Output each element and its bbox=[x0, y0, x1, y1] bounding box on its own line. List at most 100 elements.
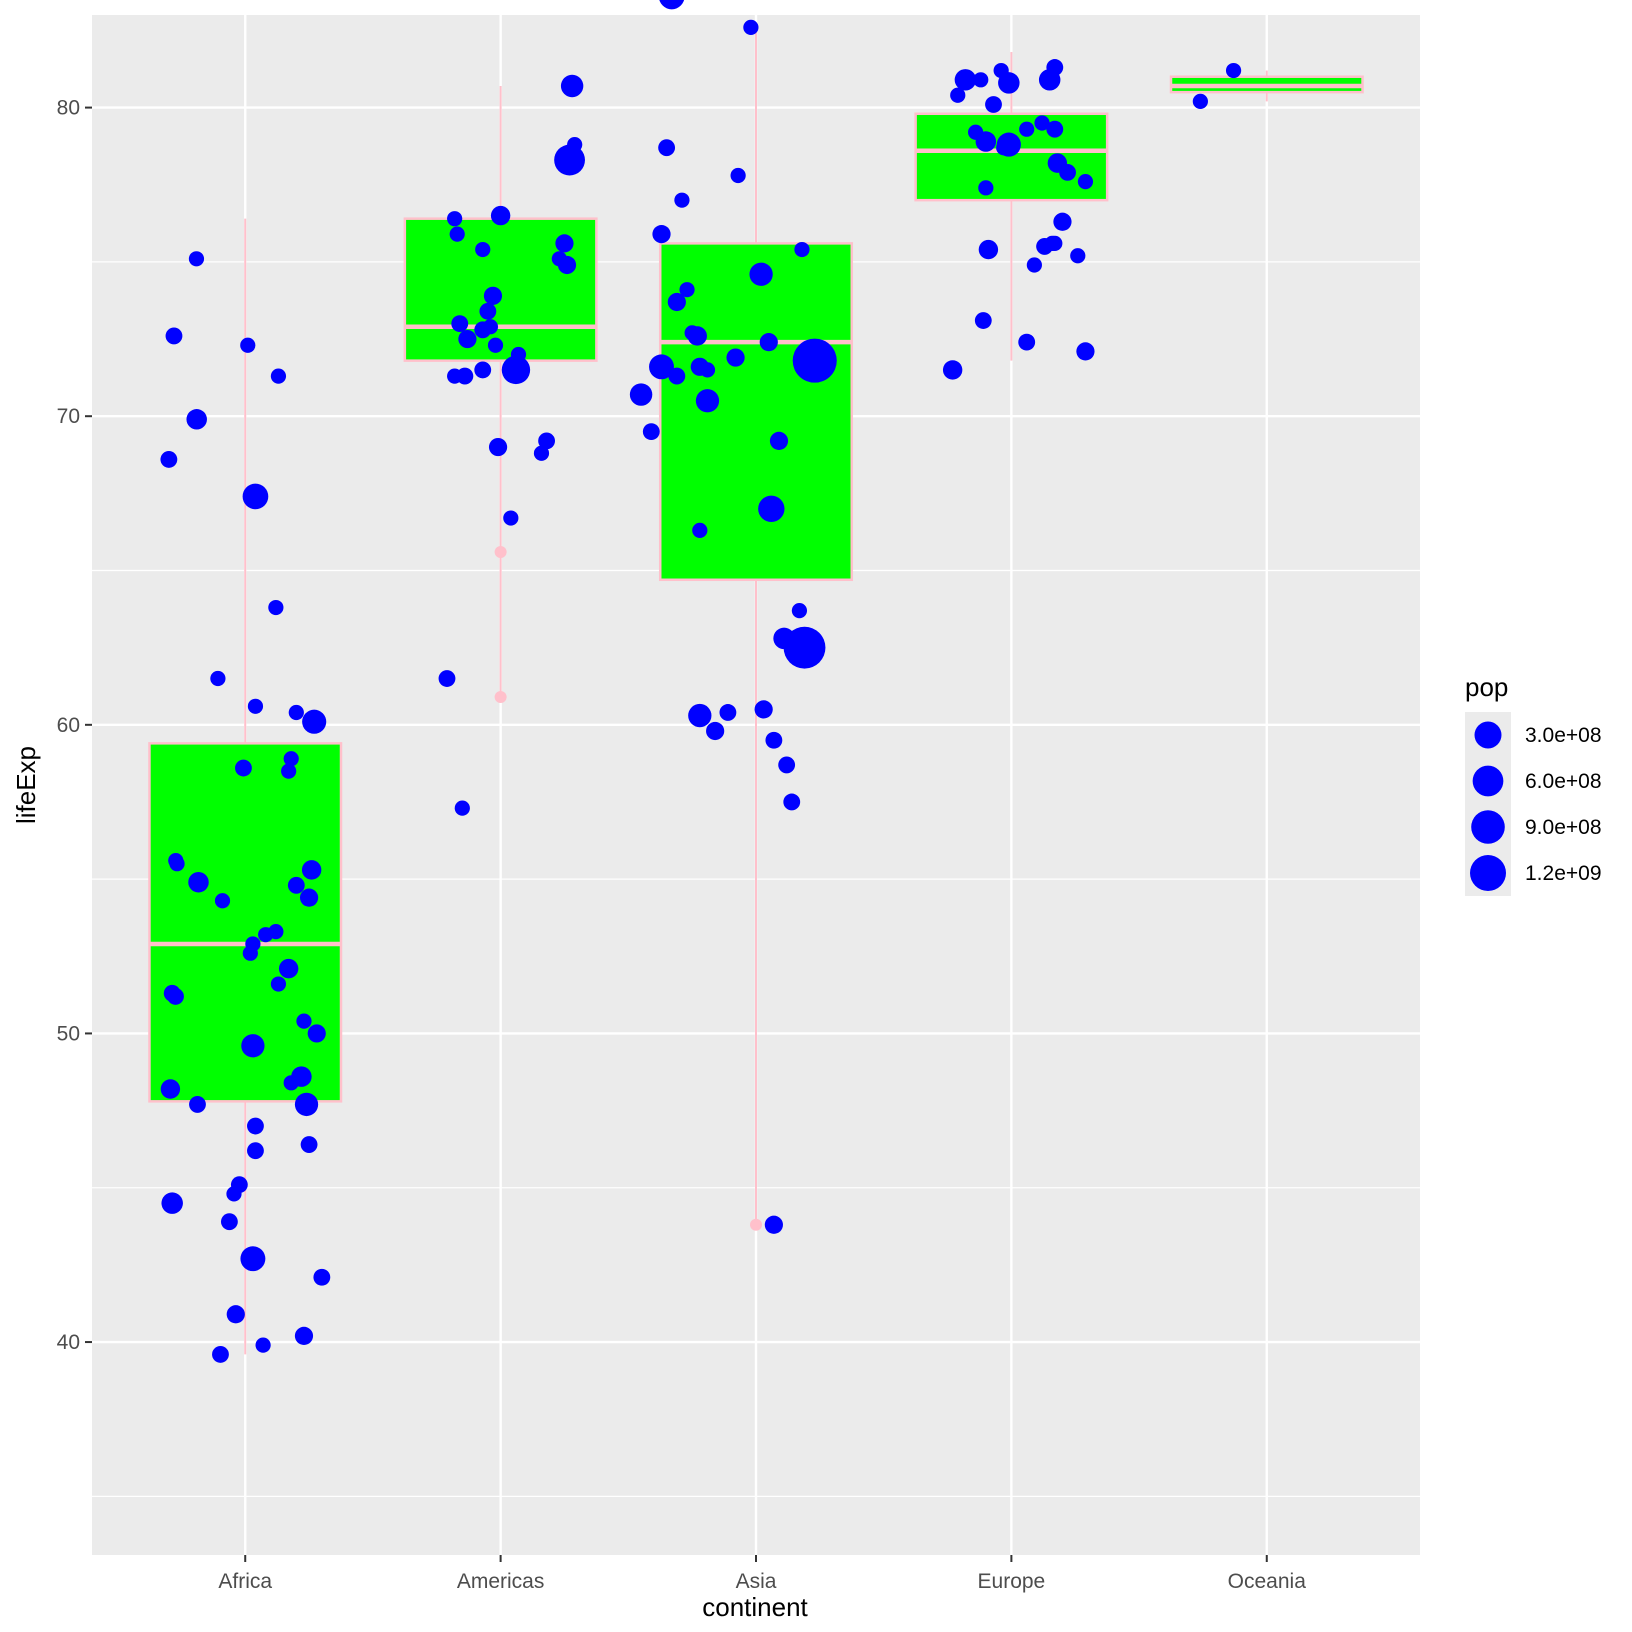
data-point bbox=[567, 137, 583, 153]
outlier-point bbox=[494, 691, 507, 704]
data-point bbox=[283, 1075, 299, 1091]
plot-panel bbox=[92, 0, 1420, 1555]
data-point bbox=[474, 361, 492, 379]
y-tick-label: 80 bbox=[57, 97, 80, 120]
outlier-point bbox=[750, 1218, 762, 1231]
data-point bbox=[301, 860, 322, 880]
data-point bbox=[240, 337, 256, 353]
data-point bbox=[1046, 120, 1064, 138]
data-point bbox=[163, 984, 181, 1002]
data-point bbox=[783, 793, 801, 811]
data-point bbox=[688, 703, 712, 728]
data-point bbox=[270, 976, 287, 992]
data-point bbox=[1046, 59, 1064, 76]
data-point bbox=[759, 333, 778, 352]
data-point bbox=[210, 670, 226, 687]
data-point bbox=[1018, 333, 1036, 351]
data-point bbox=[778, 756, 796, 774]
data-point bbox=[294, 1092, 319, 1117]
x-tick-label: Asia bbox=[736, 1570, 777, 1593]
outlier-point bbox=[494, 545, 507, 558]
data-point bbox=[998, 72, 1020, 94]
data-point bbox=[560, 74, 584, 98]
data-point bbox=[160, 1079, 181, 1099]
data-point bbox=[454, 800, 470, 816]
data-point bbox=[769, 431, 789, 450]
box-europe bbox=[914, 52, 1109, 361]
data-point bbox=[255, 1337, 271, 1353]
data-point bbox=[288, 704, 304, 721]
x-axis-title: continent bbox=[702, 1592, 808, 1622]
data-point bbox=[490, 205, 511, 226]
data-point bbox=[978, 239, 999, 260]
x-tick-label: Oceania bbox=[1228, 1570, 1307, 1593]
data-point bbox=[687, 326, 707, 346]
data-point bbox=[247, 1142, 264, 1160]
data-point bbox=[649, 354, 674, 380]
data-point bbox=[1047, 235, 1063, 251]
data-point bbox=[667, 292, 686, 312]
data-point bbox=[479, 302, 497, 320]
data-point bbox=[501, 355, 531, 385]
data-point bbox=[659, 0, 685, 10]
data-point bbox=[226, 1186, 242, 1202]
y-tick-label: 70 bbox=[57, 405, 80, 428]
data-point bbox=[447, 211, 463, 227]
data-point bbox=[554, 144, 585, 176]
data-point bbox=[488, 437, 508, 457]
data-point bbox=[642, 423, 660, 441]
data-point bbox=[296, 1013, 312, 1029]
data-point bbox=[726, 348, 745, 367]
x-tick-label: Americas bbox=[457, 1570, 545, 1593]
data-point bbox=[974, 312, 992, 329]
data-point bbox=[165, 327, 183, 345]
data-point bbox=[220, 1213, 238, 1231]
data-point bbox=[283, 751, 299, 767]
data-point bbox=[1070, 248, 1086, 264]
data-point bbox=[235, 759, 252, 777]
legend-key-point bbox=[1474, 721, 1502, 749]
data-point bbox=[268, 599, 284, 616]
data-point bbox=[749, 262, 773, 286]
data-point bbox=[188, 251, 205, 267]
data-point bbox=[438, 670, 456, 687]
data-point bbox=[706, 721, 725, 741]
data-point bbox=[950, 87, 966, 103]
data-point bbox=[307, 1024, 326, 1043]
x-tick-labels: Africa Americas Asia Europe Oceania bbox=[218, 1555, 1306, 1593]
box-asia bbox=[658, 27, 854, 1231]
data-point bbox=[791, 603, 808, 619]
y-tick-label: 60 bbox=[57, 714, 80, 737]
data-point bbox=[281, 763, 297, 779]
data-point bbox=[258, 927, 274, 943]
data-point bbox=[679, 282, 695, 298]
data-point bbox=[758, 495, 785, 522]
data-point bbox=[555, 234, 574, 253]
data-point bbox=[240, 1246, 266, 1272]
box-body bbox=[914, 112, 1109, 202]
legend-label: 9.0e+08 bbox=[1525, 816, 1602, 839]
data-point bbox=[996, 132, 1021, 157]
data-point bbox=[652, 225, 671, 244]
data-point bbox=[300, 1136, 318, 1153]
data-point bbox=[668, 367, 686, 385]
data-point bbox=[247, 698, 264, 714]
data-point bbox=[299, 888, 319, 907]
data-point bbox=[1019, 121, 1035, 137]
data-point bbox=[743, 19, 759, 35]
data-point bbox=[451, 315, 469, 333]
data-point bbox=[503, 510, 519, 526]
data-point bbox=[278, 958, 299, 979]
data-point bbox=[212, 1345, 229, 1363]
data-point bbox=[533, 445, 550, 461]
data-point bbox=[783, 626, 826, 669]
data-point bbox=[754, 700, 773, 719]
box-oceania bbox=[1169, 70, 1364, 102]
data-point bbox=[692, 522, 708, 538]
legend-key-point bbox=[1470, 855, 1506, 891]
data-point bbox=[690, 357, 709, 376]
data-point bbox=[1053, 212, 1072, 231]
data-point bbox=[975, 131, 997, 152]
data-point bbox=[313, 1268, 331, 1286]
size-legend: pop 3.0e+08 6.0e+08 9.0e+08 1.2e+09 bbox=[1465, 672, 1602, 896]
